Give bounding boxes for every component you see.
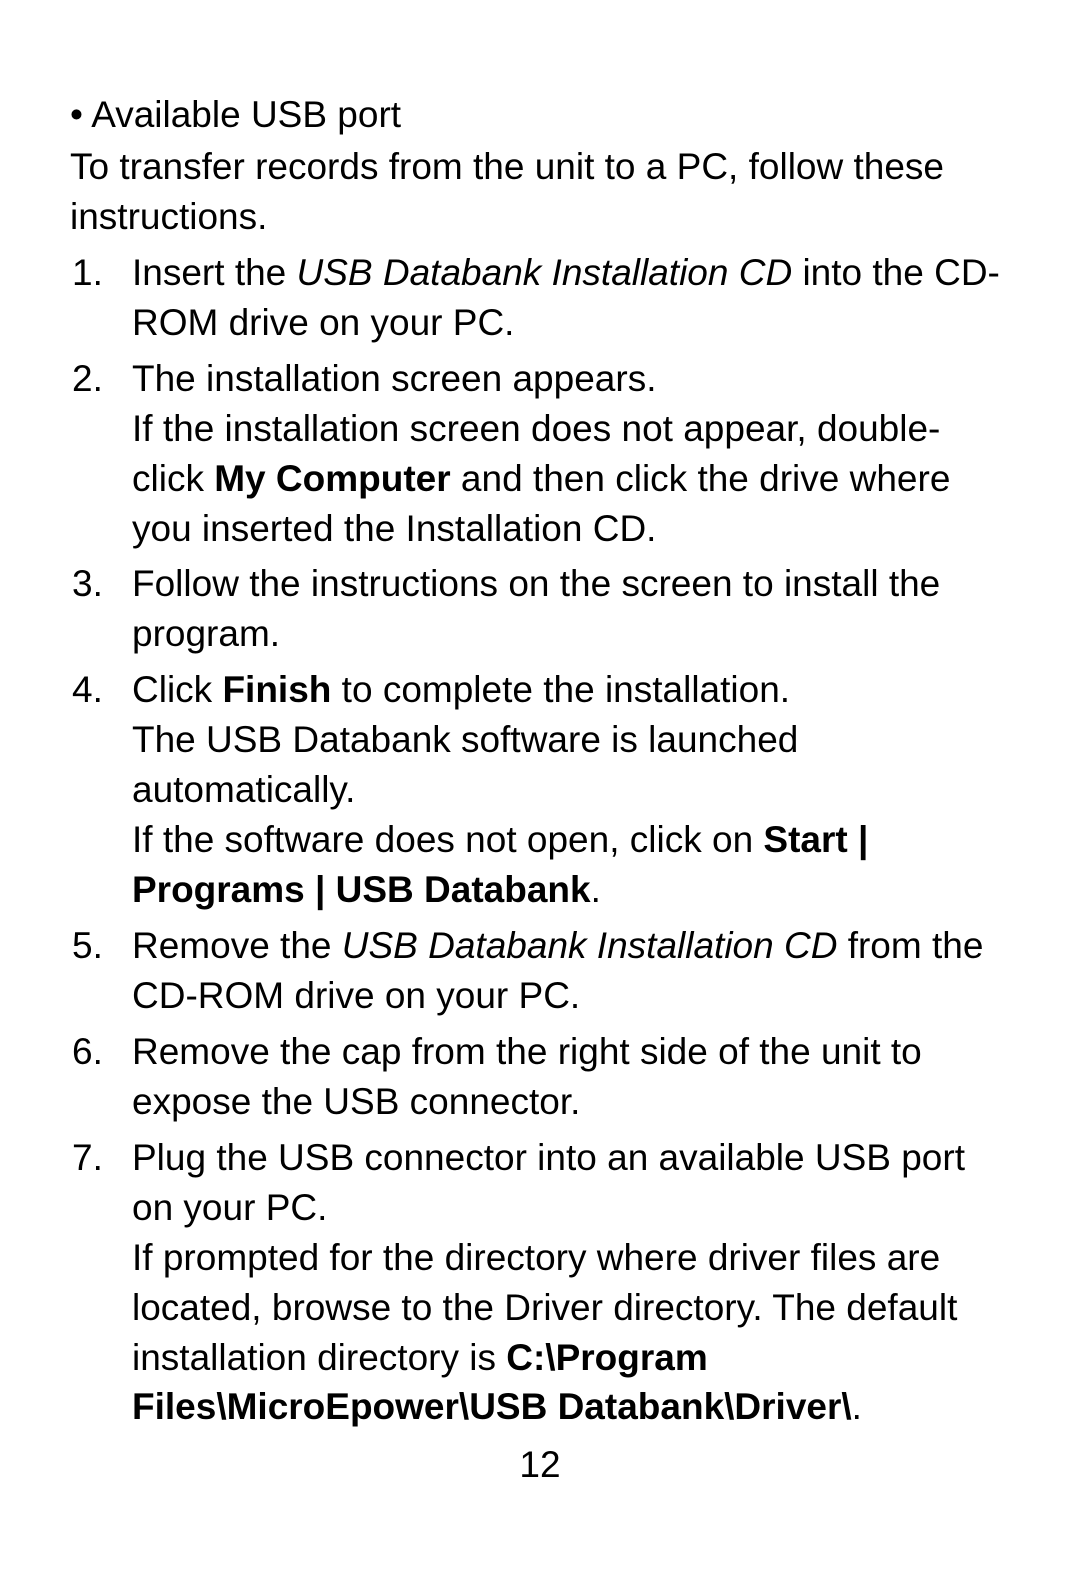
step-paragraph: Plug the USB connector into an available… xyxy=(132,1133,1010,1233)
bullet-text: • Available USB port xyxy=(70,90,1010,140)
intro-text: To transfer records from the unit to a P… xyxy=(70,142,1010,242)
step-paragraph: Insert the USB Databank Installation CD … xyxy=(132,248,1010,348)
step-content: Insert the USB Databank Installation CD … xyxy=(132,248,1010,348)
step-paragraph: Remove the USB Databank Installation CD … xyxy=(132,921,1010,1021)
step-number: 7. xyxy=(70,1133,132,1433)
text-run: The installation screen appears. xyxy=(132,358,656,399)
step-content: Remove the cap from the right side of th… xyxy=(132,1027,1010,1127)
text-run: . xyxy=(852,1386,862,1427)
step-content: Follow the instructions on the screen to… xyxy=(132,559,1010,659)
step-number: 1. xyxy=(70,248,132,348)
text-run: Remove the xyxy=(132,925,342,966)
step-content: Plug the USB connector into an available… xyxy=(132,1133,1010,1433)
step-paragraph: The USB Databank software is launched au… xyxy=(132,715,1010,815)
step-number: 5. xyxy=(70,921,132,1021)
step-content: Remove the USB Databank Installation CD … xyxy=(132,921,1010,1021)
step-paragraph: Click Finish to complete the installatio… xyxy=(132,665,1010,715)
text-run: . xyxy=(591,869,601,910)
step-item: 1.Insert the USB Databank Installation C… xyxy=(70,248,1010,348)
step-number: 2. xyxy=(70,354,132,554)
text-run: The USB Databank software is launched au… xyxy=(132,719,798,810)
text-run: If the software does not open, click on xyxy=(132,819,763,860)
text-run: Plug the USB connector into an available… xyxy=(132,1137,965,1228)
text-run: Insert the xyxy=(132,252,297,293)
step-item: 3.Follow the instructions on the screen … xyxy=(70,559,1010,659)
step-number: 3. xyxy=(70,559,132,659)
text-run: to complete the installation. xyxy=(331,669,790,710)
text-run: Follow the instructions on the screen to… xyxy=(132,563,940,654)
text-run: Click xyxy=(132,669,222,710)
step-item: 5.Remove the USB Databank Installation C… xyxy=(70,921,1010,1021)
text-run: My Computer xyxy=(214,458,450,499)
step-number: 4. xyxy=(70,665,132,915)
step-item: 2.The installation screen appears. If the… xyxy=(70,354,1010,554)
text-run: Finish xyxy=(222,669,331,710)
text-run: USB Databank Installation CD xyxy=(297,252,793,293)
step-number: 6. xyxy=(70,1027,132,1127)
step-item: 4.Click Finish to complete the installat… xyxy=(70,665,1010,915)
step-paragraph: If the installation screen does not appe… xyxy=(132,404,1010,554)
step-content: Click Finish to complete the installatio… xyxy=(132,665,1010,915)
step-item: 7.Plug the USB connector into an availab… xyxy=(70,1133,1010,1433)
instruction-list: 1.Insert the USB Databank Installation C… xyxy=(70,248,1010,1433)
step-item: 6.Remove the cap from the right side of … xyxy=(70,1027,1010,1127)
text-run: USB Databank Installation CD xyxy=(342,925,838,966)
step-paragraph: Remove the cap from the right side of th… xyxy=(132,1027,1010,1127)
step-paragraph: The installation screen appears. xyxy=(132,354,1010,404)
step-paragraph: Follow the instructions on the screen to… xyxy=(132,559,1010,659)
step-content: The installation screen appears. If the i… xyxy=(132,354,1010,554)
step-paragraph: If the software does not open, click on … xyxy=(132,815,1010,915)
text-run: Remove the cap from the right side of th… xyxy=(132,1031,922,1122)
step-paragraph: If prompted for the directory where driv… xyxy=(132,1233,1010,1433)
page-number: 12 xyxy=(70,1440,1010,1490)
